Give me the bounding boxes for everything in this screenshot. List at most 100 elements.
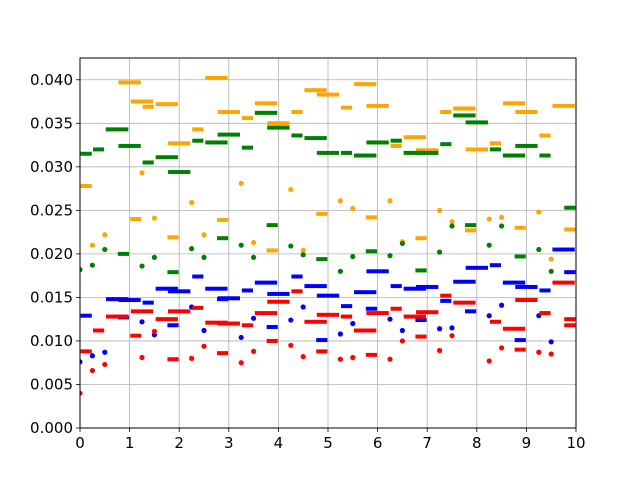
data-point xyxy=(499,214,505,220)
data-bar-mark xyxy=(416,284,439,289)
data-bar-mark xyxy=(539,133,551,138)
data-bar-mark xyxy=(514,347,526,352)
data-point xyxy=(449,333,455,339)
data-point xyxy=(350,320,356,327)
data-bar-mark xyxy=(564,205,576,210)
data-bar-mark xyxy=(217,296,240,301)
data-bar-mark xyxy=(552,280,575,285)
data-bar-mark xyxy=(117,251,129,256)
data-bar-mark xyxy=(217,217,229,222)
data-bar-mark xyxy=(354,290,377,295)
data-bar-mark xyxy=(416,150,439,155)
data-bar-mark xyxy=(316,312,340,317)
data-bar-mark xyxy=(217,109,240,114)
data-bar-mark xyxy=(365,215,377,220)
data-point xyxy=(399,240,405,247)
y-tick-label: 0.030 xyxy=(30,158,73,176)
data-bar-mark xyxy=(304,136,327,141)
data-bar-mark xyxy=(453,279,476,284)
data-point xyxy=(189,355,195,361)
data-bar-mark xyxy=(390,143,402,148)
y-tick-label: 0.010 xyxy=(30,332,73,350)
data-bar-mark xyxy=(267,291,290,296)
data-bar-mark xyxy=(316,211,328,216)
data-bar-mark xyxy=(515,298,538,303)
data-bar-mark xyxy=(192,274,204,279)
data-bar-mark xyxy=(416,310,439,315)
data-bar-mark xyxy=(291,133,303,138)
data-bar-mark xyxy=(354,153,377,158)
data-point xyxy=(300,354,306,360)
data-bar-mark xyxy=(217,236,229,241)
data-bar-mark xyxy=(365,352,377,357)
data-point xyxy=(300,252,306,258)
data-bar-mark xyxy=(354,328,377,333)
data-point xyxy=(536,246,542,253)
data-point xyxy=(536,209,542,215)
data-point xyxy=(201,343,207,349)
data-point xyxy=(387,253,393,259)
data-bar-mark xyxy=(453,106,476,111)
data-bar-mark xyxy=(291,289,303,294)
data-point xyxy=(536,349,542,355)
x-tick-label: 3 xyxy=(224,434,234,452)
data-bar-mark xyxy=(118,143,141,148)
data-bar-mark xyxy=(564,270,576,275)
x-tick-label: 0 xyxy=(75,434,85,452)
data-bar-mark xyxy=(390,306,402,311)
series-1 xyxy=(80,110,576,275)
data-point xyxy=(139,319,145,325)
data-point xyxy=(238,360,244,366)
data-bar-mark xyxy=(465,223,477,228)
data-bar-mark xyxy=(241,323,253,328)
data-point xyxy=(499,223,505,229)
data-point xyxy=(151,215,157,221)
data-bar-mark xyxy=(502,326,526,331)
data-point xyxy=(300,304,306,310)
data-bar-mark xyxy=(453,300,476,305)
data-point xyxy=(89,367,95,374)
data-bar-mark xyxy=(130,217,142,222)
data-bar-mark xyxy=(502,153,526,158)
data-bar-mark xyxy=(415,268,427,273)
data-bar-mark xyxy=(514,254,526,259)
data-bar-mark xyxy=(155,155,178,160)
data-bar-mark xyxy=(366,103,389,108)
data-point xyxy=(337,356,343,362)
data-bar-mark xyxy=(155,317,178,322)
data-point xyxy=(337,331,343,337)
data-point xyxy=(449,223,455,229)
data-bar-mark xyxy=(341,150,353,155)
data-bar-mark xyxy=(155,286,178,291)
data-bar-mark xyxy=(266,248,278,253)
data-bar-mark xyxy=(304,284,327,289)
data-point xyxy=(449,325,455,331)
data-bar-mark xyxy=(254,280,278,285)
data-bar-mark xyxy=(514,225,526,230)
data-bar-mark xyxy=(266,325,278,330)
y-tick-label: 0.000 xyxy=(30,419,73,437)
data-point xyxy=(102,232,108,238)
data-bar-mark xyxy=(266,338,278,343)
data-bar-mark xyxy=(489,319,501,324)
data-point xyxy=(238,242,244,248)
data-bar-mark xyxy=(465,309,477,314)
data-point xyxy=(548,256,554,262)
plot-marks xyxy=(80,76,576,396)
data-bar-mark xyxy=(106,314,129,319)
data-bar-mark xyxy=(267,121,290,126)
y-tick-label: 0.035 xyxy=(30,114,73,132)
data-bar-mark xyxy=(267,299,290,304)
data-bar-mark xyxy=(403,314,426,319)
data-bar-mark xyxy=(366,140,389,145)
data-bar-mark xyxy=(415,334,427,339)
data-bar-mark xyxy=(440,293,452,298)
data-point xyxy=(288,186,294,193)
data-bar-mark xyxy=(155,102,178,107)
data-point xyxy=(89,262,95,268)
data-bar-mark xyxy=(515,284,538,289)
data-bar-mark xyxy=(168,141,191,146)
data-bar-mark xyxy=(106,127,129,132)
data-point xyxy=(102,361,108,368)
data-bar-mark xyxy=(489,141,501,146)
